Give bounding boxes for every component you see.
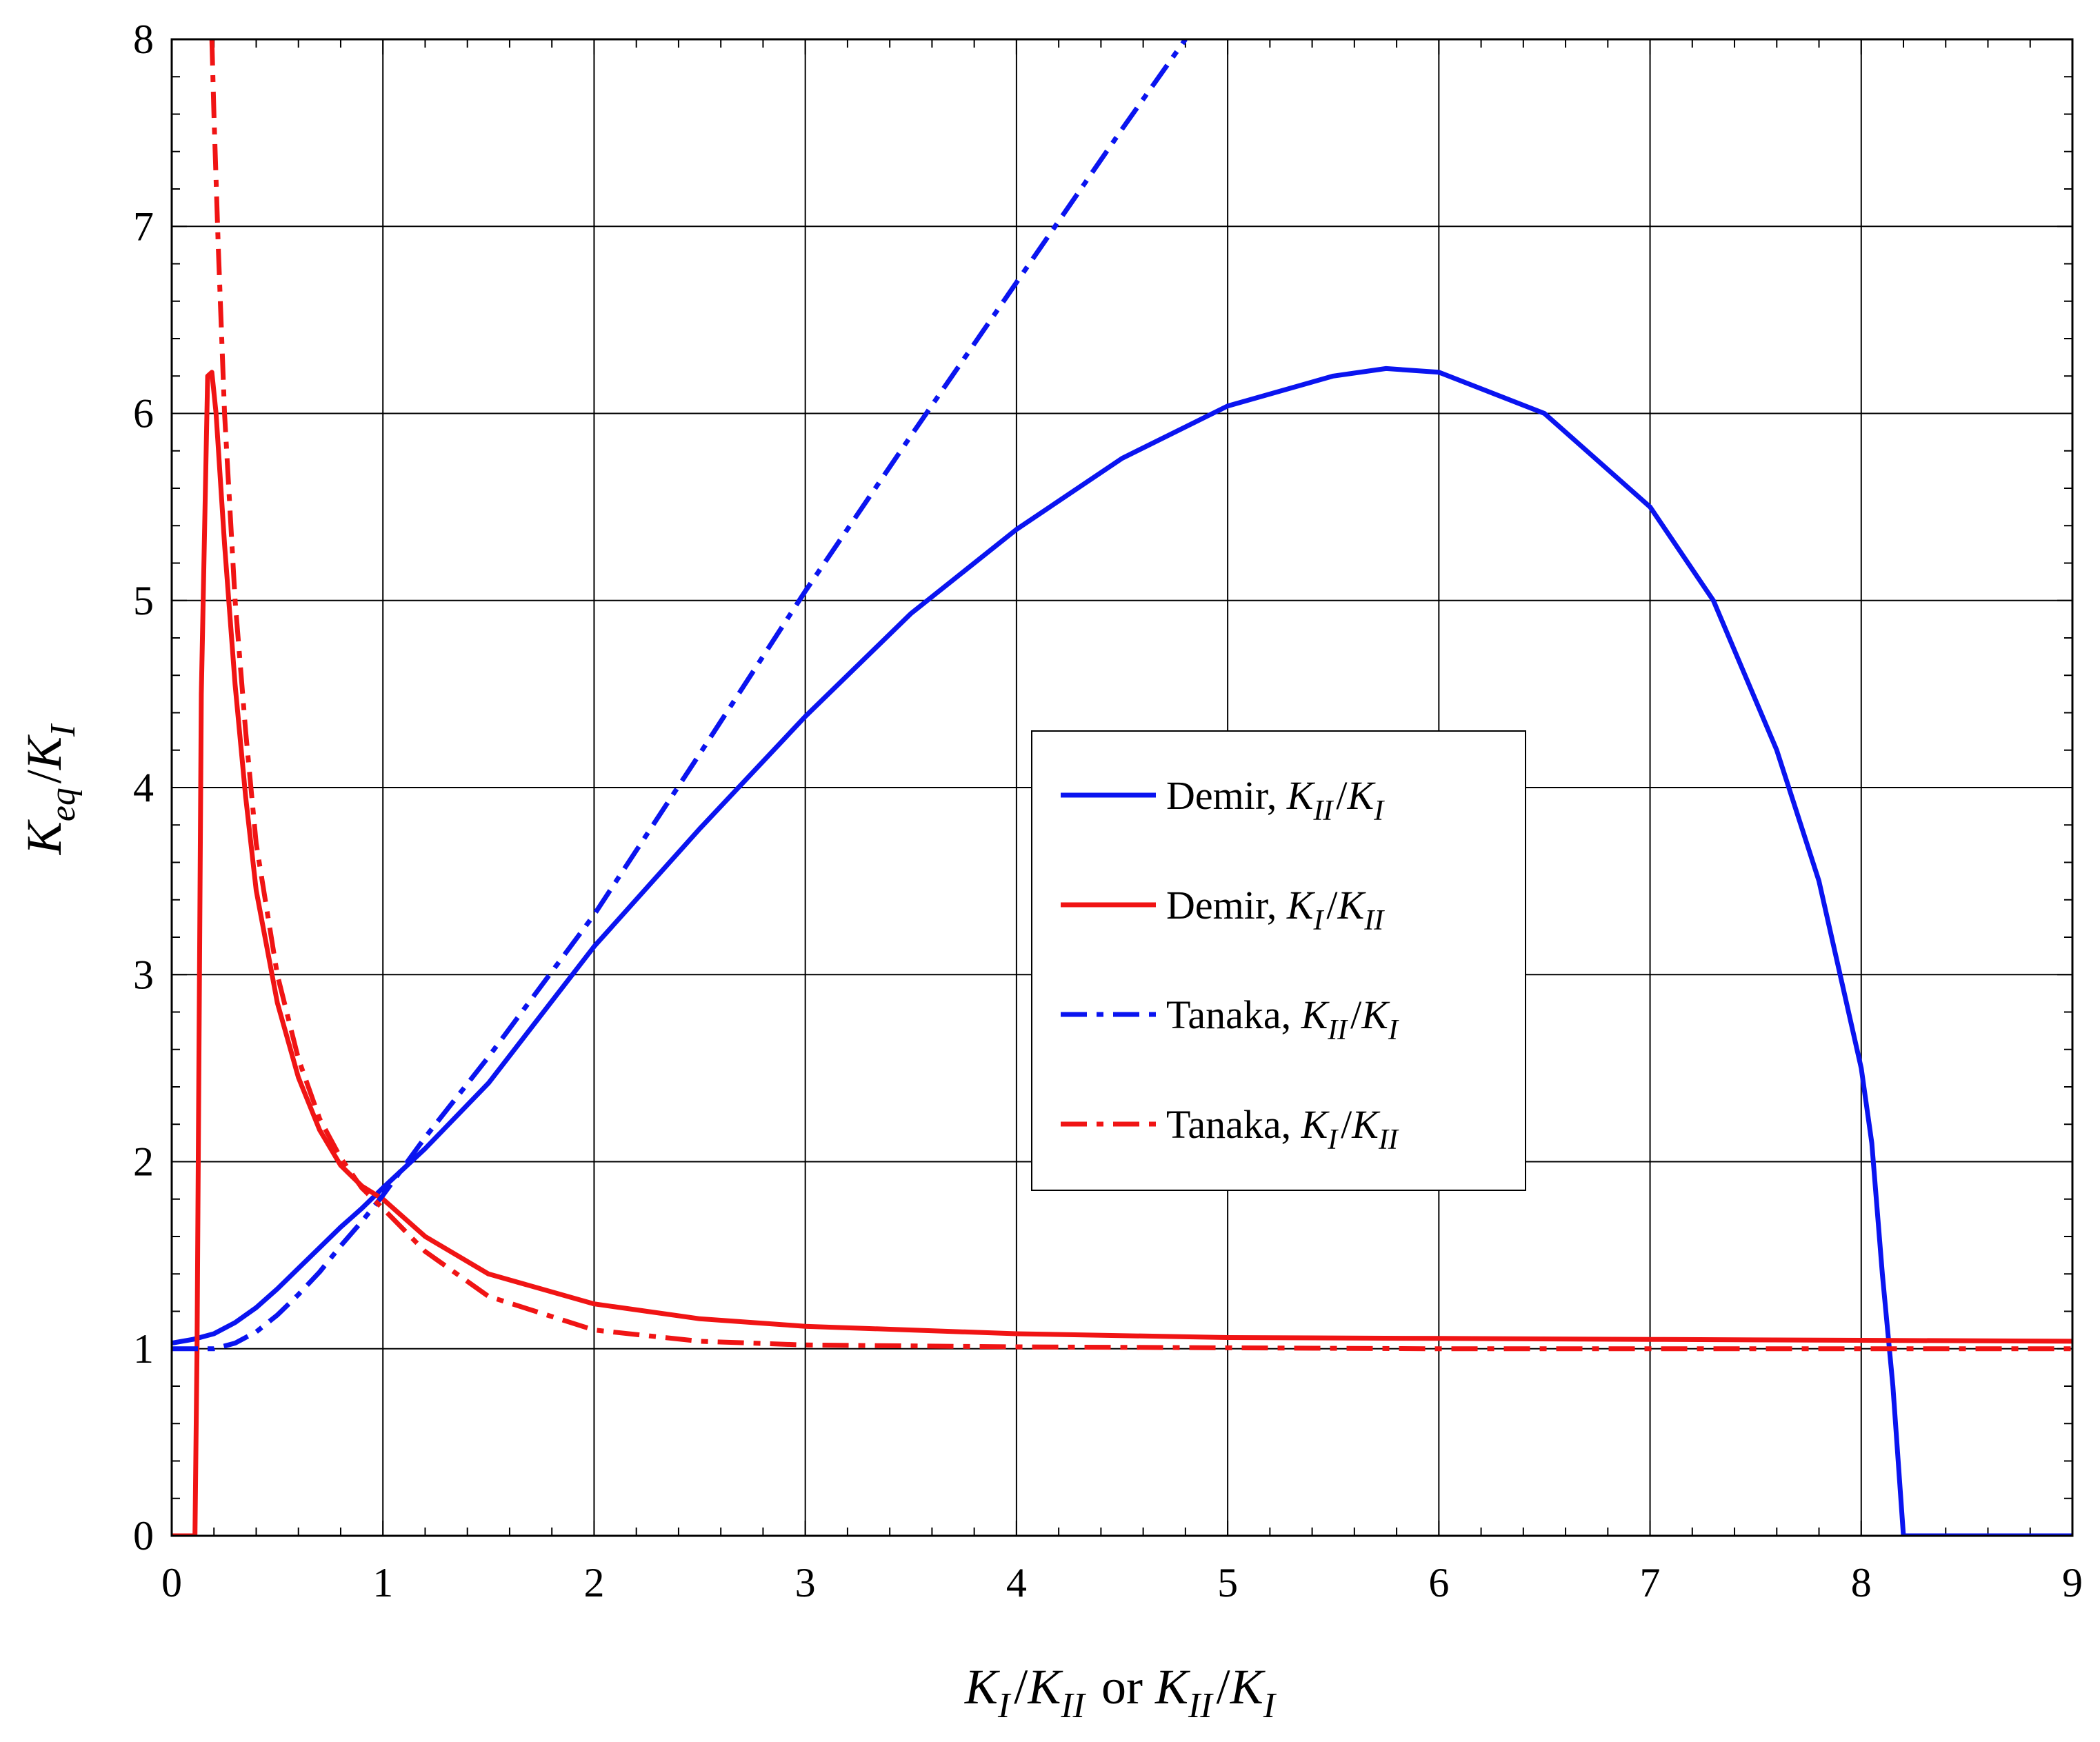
x-axis-label-text-symbol: K	[1230, 1659, 1266, 1714]
minor-ticks	[171, 39, 2073, 1536]
y-tick-label: 7	[133, 203, 154, 249]
legend-label-symbol: K	[1301, 1102, 1330, 1147]
legend-label-symbol: K	[1351, 1102, 1381, 1147]
y-tick-label: 8	[133, 17, 154, 62]
x-tick-label: 8	[1851, 1560, 1872, 1605]
legend-label-symbol: K	[1301, 992, 1330, 1037]
x-tick-labels: 0 1 2 3 4 5 6 7 8 9	[161, 1560, 2083, 1605]
y-axis-label: Keq /KI	[17, 721, 83, 856]
series-line-0	[172, 366, 2072, 1536]
y-axis-label-text-symbol: K	[17, 734, 72, 770]
x-tick-label: 1	[372, 1560, 393, 1605]
legend-label-spacer	[1383, 773, 1387, 818]
legend-label-2: Tanaka, KII /KI	[1166, 992, 1401, 1046]
y-tick-label: 2	[133, 1139, 154, 1185]
x-tick-label: 4	[1006, 1560, 1027, 1605]
legend-label-prefix: Demir,	[1166, 773, 1287, 818]
legend-label-subscript: II	[1313, 795, 1334, 827]
x-tick-label: 0	[161, 1560, 182, 1605]
plot-frame	[170, 38, 2074, 1537]
y-tick-label: 3	[133, 952, 154, 997]
x-axis-label-text-text: /	[1014, 1659, 1028, 1714]
legend-label-subscript: II	[1378, 1124, 1399, 1156]
legend-label-subscript: I	[1313, 905, 1325, 937]
x-tick-label: 9	[2062, 1560, 2083, 1605]
x-axis-label: KI /KII or KII /KI	[964, 1659, 1279, 1725]
legend-label-symbol: K	[1361, 992, 1390, 1037]
legend-label-3: Tanaka, KI /KII	[1166, 1102, 1401, 1156]
legend-label-symbol: K	[1286, 883, 1316, 928]
legend-label-spacer	[1383, 883, 1387, 928]
legend-box	[1031, 730, 1526, 1191]
legend-label-subscript: II	[1327, 1014, 1348, 1046]
x-axis-label-text-subscript: I	[997, 1686, 1012, 1725]
y-tick-labels: 0 1 2 3 4 5 6 7 8	[133, 17, 154, 1559]
y-tick-label: 0	[133, 1513, 154, 1559]
y-tick-label: 4	[133, 765, 154, 810]
x-tick-label: 3	[795, 1560, 816, 1605]
legend-label-spacer	[1398, 1102, 1401, 1147]
y-tick-label: 5	[133, 578, 154, 623]
series-layer	[172, 39, 2072, 1536]
x-axis-label-text-subscript: II	[1060, 1686, 1086, 1725]
x-axis-label-text-symbol: K	[964, 1659, 1001, 1714]
x-axis-label-text-text: /	[1217, 1659, 1230, 1714]
legend-label-subscript: I	[1373, 795, 1385, 827]
x-tick-label: 6	[1428, 1560, 1449, 1605]
x-axis-label-text-spacer	[1275, 1659, 1279, 1714]
x-axis-label-text-symbol: K	[1154, 1659, 1191, 1714]
x-tick-label: 7	[1640, 1560, 1661, 1605]
y-axis-label-text-subscript: I	[43, 723, 83, 737]
x-axis-label-text-subscript: II	[1188, 1686, 1214, 1725]
y-axis-label-text: Keq /KI	[17, 721, 83, 856]
legend-label-text: /	[1350, 992, 1362, 1037]
legend: Demir, KII /KI Demir, KI /KII Tanaka, KI…	[1031, 730, 1526, 1191]
legend-label-subscript: I	[1327, 1124, 1339, 1156]
legend-label-text: /	[1341, 1102, 1352, 1147]
y-tick-label: 6	[133, 391, 154, 437]
legend-label-spacer	[1398, 992, 1401, 1037]
x-axis-label-text-text: or	[1089, 1659, 1155, 1714]
series-line-1	[172, 370, 2072, 1536]
legend-label-prefix: Tanaka,	[1166, 992, 1301, 1037]
legend-label-text: /	[1336, 773, 1348, 818]
legend-label-symbol: K	[1347, 773, 1377, 818]
y-tick-label: 1	[133, 1326, 154, 1372]
x-tick-label: 5	[1217, 1560, 1238, 1605]
x-axis-label-text-symbol: K	[1027, 1659, 1063, 1714]
y-axis-label-text-subscript: eq	[43, 788, 83, 821]
legend-label-subscript: I	[1388, 1014, 1399, 1046]
legend-label-symbol: K	[1286, 773, 1316, 818]
legend-label-subscript: II	[1363, 905, 1385, 937]
x-tick-label: 2	[583, 1560, 604, 1605]
legend-label-symbol: K	[1337, 883, 1367, 928]
legend-label-prefix: Tanaka,	[1166, 1102, 1301, 1147]
y-axis-label-text-symbol: K	[17, 819, 72, 855]
y-axis-label-text-spacer	[17, 721, 72, 725]
y-axis-label-text-text: /	[17, 770, 72, 783]
legend-label-1: Demir, KI /KII	[1166, 883, 1387, 937]
legend-label-text: /	[1326, 883, 1338, 928]
series-line-2	[172, 39, 1188, 1352]
x-axis-label-text-subscript: I	[1263, 1686, 1277, 1725]
legend-label-0: Demir, KII /KI	[1166, 773, 1387, 827]
x-axis-label-text: KI /KII or KII /KI	[964, 1659, 1279, 1725]
legend-label-prefix: Demir,	[1166, 883, 1287, 928]
series-line-3	[209, 39, 2072, 1352]
